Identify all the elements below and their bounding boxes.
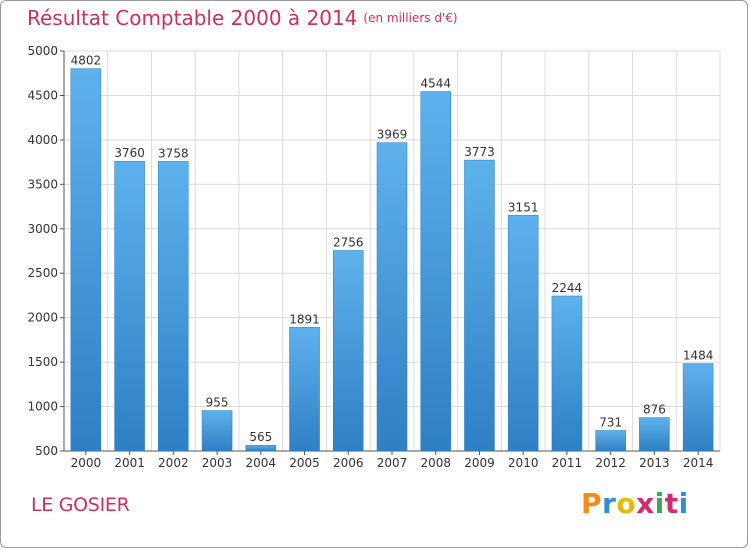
data-label: 1891 [289, 312, 320, 326]
y-tick-label: 5000 [27, 44, 58, 58]
y-tick-label: 3500 [27, 177, 58, 191]
y-tick-label: 1500 [27, 355, 58, 369]
data-label: 731 [599, 415, 622, 429]
x-tick-label: 2001 [114, 456, 145, 470]
data-label: 3151 [508, 200, 539, 214]
x-tick-label: 2014 [683, 456, 714, 470]
logo-letter: P [581, 487, 603, 520]
bar-2000 [70, 68, 102, 452]
y-tick-label: 500 [35, 444, 58, 458]
data-label: 876 [643, 403, 666, 417]
x-tick-label: 2004 [246, 456, 277, 470]
bar-2014 [682, 363, 714, 452]
bar-2008 [420, 91, 451, 452]
data-label: 1484 [683, 349, 714, 363]
data-label: 565 [249, 430, 272, 444]
x-tick-label: 2005 [289, 456, 320, 470]
labels: 500 1000 1500 2000 2500 3000 3500 4000 4500 5000 4… [27, 44, 713, 470]
x-tick-label: 2009 [464, 456, 495, 470]
bar-2004 [245, 444, 277, 452]
data-label: 4802 [71, 54, 102, 68]
bars [70, 68, 714, 452]
logo-letter: t [664, 487, 679, 520]
data-label: 4544 [420, 77, 451, 91]
data-label: 2244 [552, 281, 583, 295]
y-tick-label: 1000 [27, 400, 58, 414]
x-tick-label: 2011 [552, 456, 583, 470]
bar-2002 [158, 161, 189, 452]
logo-letter: r [602, 487, 617, 520]
data-label: 3760 [114, 146, 145, 160]
bar-2009 [464, 159, 495, 452]
proxiti-logo: Proxiti [581, 487, 689, 520]
x-tick-label: 2010 [508, 456, 539, 470]
data-label: 2756 [333, 235, 364, 249]
x-tick-label: 2008 [420, 456, 451, 470]
y-tick-label: 3000 [27, 222, 58, 236]
chart-title: Résultat Comptable 2000 à 2014 (en millie… [27, 6, 458, 30]
data-label: 3773 [464, 145, 495, 159]
data-label: 955 [206, 396, 229, 410]
y-tick-label: 2500 [27, 266, 58, 280]
logo-letter: i [678, 487, 689, 520]
bar-2011 [551, 295, 583, 452]
x-tick-label: 2002 [158, 456, 189, 470]
bar-2007 [376, 142, 408, 452]
bar-2005 [289, 327, 320, 452]
data-label: 3969 [377, 128, 408, 142]
x-tick-label: 2007 [377, 456, 408, 470]
x-tick-label: 2003 [202, 456, 233, 470]
bar-2013 [639, 417, 670, 452]
logo-letter: o [616, 487, 637, 520]
bar-2003 [201, 410, 233, 452]
chart-subtitle: (en milliers d'€) [363, 11, 458, 25]
y-tick-label: 4000 [27, 133, 58, 147]
x-tick-label: 2000 [71, 456, 102, 470]
x-tick-label: 2012 [595, 456, 626, 470]
bar-2010 [507, 215, 539, 452]
bar-2012 [595, 430, 626, 452]
x-tick-label: 2013 [639, 456, 670, 470]
data-label: 3758 [158, 146, 189, 160]
y-tick-label: 2000 [27, 311, 58, 325]
x-tick-label: 2006 [333, 456, 364, 470]
bar-2001 [114, 160, 145, 452]
chart-title-text: Résultat Comptable 2000 à 2014 [27, 6, 358, 30]
bar-2006 [333, 250, 364, 452]
logo-letter: i [654, 487, 665, 520]
logo-letter: x [636, 487, 655, 520]
y-tick-label: 4500 [27, 88, 58, 102]
commune-name: LE GOSIER [31, 494, 130, 516]
